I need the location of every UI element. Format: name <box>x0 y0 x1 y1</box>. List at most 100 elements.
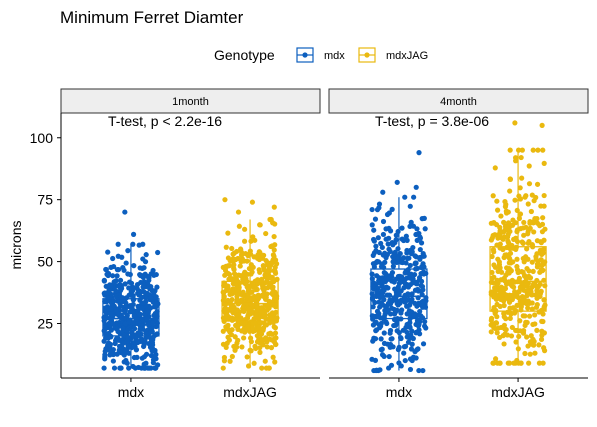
x-tick-label: mdx <box>118 384 144 400</box>
data-point <box>103 334 109 340</box>
data-point <box>114 273 120 279</box>
data-point <box>272 359 278 365</box>
y-tick-label: 100 <box>30 130 54 146</box>
data-point <box>123 260 129 266</box>
data-point <box>232 347 238 353</box>
data-point <box>263 296 269 302</box>
data-point <box>529 306 535 312</box>
data-point <box>402 194 408 200</box>
data-point <box>535 261 541 267</box>
data-point <box>120 325 126 332</box>
data-point <box>529 242 535 248</box>
data-point <box>248 319 254 325</box>
data-point <box>526 181 533 187</box>
data-point <box>386 210 392 216</box>
data-point <box>512 197 518 203</box>
data-point <box>418 240 425 246</box>
data-point <box>505 220 512 226</box>
data-point <box>221 294 227 300</box>
data-point <box>410 244 416 251</box>
data-point <box>241 335 247 341</box>
data-point <box>271 247 277 253</box>
data-point <box>148 365 154 371</box>
data-point <box>395 256 401 262</box>
data-point <box>494 330 500 336</box>
data-point <box>494 301 500 308</box>
data-point <box>227 358 233 364</box>
data-point <box>493 320 499 326</box>
data-point <box>261 263 267 269</box>
data-point <box>413 231 419 238</box>
data-point <box>370 304 376 310</box>
data-point <box>538 240 544 246</box>
data-point <box>501 341 507 347</box>
data-point <box>369 271 375 277</box>
data-point <box>408 219 414 225</box>
data-point <box>114 267 120 273</box>
data-point <box>103 324 109 331</box>
data-point <box>387 311 394 317</box>
data-point <box>238 252 245 258</box>
data-point <box>225 255 232 261</box>
annotation-1month: T-test, p < 2.2e-16 <box>108 113 222 129</box>
data-point <box>272 325 279 331</box>
data-point <box>371 227 377 233</box>
data-point <box>274 261 280 267</box>
data-point <box>541 160 547 166</box>
data-point <box>259 365 265 371</box>
data-point <box>143 252 149 258</box>
chart-title: Minimum Ferret Diamter <box>60 8 244 27</box>
data-point <box>514 207 520 213</box>
data-point <box>491 360 497 366</box>
data-point <box>516 275 522 281</box>
data-point <box>513 158 519 164</box>
data-point <box>418 270 424 277</box>
data-point <box>125 248 131 254</box>
data-point <box>415 346 421 352</box>
data-point <box>535 147 541 153</box>
data-point <box>223 344 229 351</box>
data-point <box>539 229 546 235</box>
data-point <box>384 320 390 327</box>
data-point <box>114 351 120 357</box>
data-point <box>525 287 532 293</box>
data-point <box>526 313 533 319</box>
data-point <box>372 357 379 363</box>
data-point <box>154 284 160 290</box>
data-point <box>489 275 496 281</box>
data-point <box>407 356 414 362</box>
data-point <box>234 248 240 255</box>
data-point <box>112 340 118 347</box>
data-point <box>399 275 405 281</box>
data-point <box>490 247 497 253</box>
data-point <box>408 298 414 305</box>
data-point <box>527 220 533 226</box>
data-point <box>497 228 503 234</box>
data-point <box>131 354 137 361</box>
data-point <box>500 288 506 294</box>
legend-key-mdxjag <box>358 47 376 63</box>
data-point <box>117 347 124 353</box>
data-point <box>513 220 519 226</box>
data-point <box>265 305 271 311</box>
data-point <box>225 322 231 328</box>
data-point <box>383 236 389 242</box>
data-point <box>270 354 276 360</box>
data-point <box>541 192 547 199</box>
data-point <box>137 265 143 271</box>
data-point <box>257 269 263 275</box>
y-tick-label: 25 <box>37 316 53 332</box>
data-point <box>537 290 544 297</box>
data-point <box>121 332 127 338</box>
legend-label-mdxjag: mdxJAG <box>386 50 428 62</box>
data-point <box>509 324 515 331</box>
data-point <box>524 334 530 340</box>
data-point <box>155 362 161 368</box>
data-point <box>268 260 275 266</box>
data-point <box>493 287 499 294</box>
data-point <box>502 331 508 337</box>
data-point <box>256 324 262 331</box>
data-point <box>223 306 230 313</box>
data-point <box>250 264 256 271</box>
data-point <box>527 275 534 281</box>
